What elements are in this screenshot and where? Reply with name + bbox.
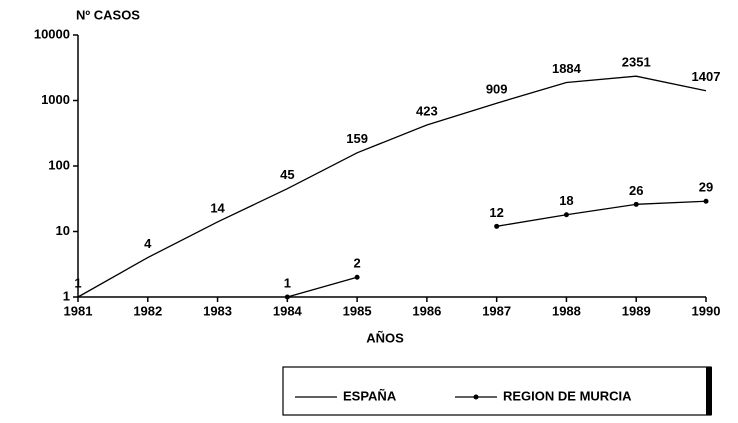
point [633, 201, 639, 207]
point [703, 198, 709, 204]
data-label: 26 [629, 183, 643, 198]
data-label: 2 [353, 256, 360, 271]
data-label: 1 [284, 275, 291, 290]
data-label: 14 [210, 200, 225, 215]
x-tick-label: 1988 [552, 303, 581, 318]
y-tick-label: 10 [56, 223, 70, 238]
x-axis-label: AÑOS [366, 330, 404, 345]
data-label: 159 [346, 131, 368, 146]
legend-label: ESPAÑA [343, 388, 397, 403]
x-tick-label: 1984 [273, 303, 303, 318]
data-label: 2351 [622, 55, 651, 70]
y-tick-label: 10000 [34, 26, 70, 41]
x-tick-label: 1987 [482, 303, 511, 318]
y-tick-label: 1000 [41, 92, 70, 107]
series-line [287, 276, 358, 298]
data-label: 4 [144, 236, 152, 251]
point [563, 212, 569, 218]
data-label: 1884 [552, 61, 582, 76]
x-tick-label: 1982 [133, 303, 162, 318]
point [354, 274, 360, 280]
legend-edge [706, 367, 712, 415]
data-label: 423 [416, 103, 438, 118]
data-label: 18 [559, 193, 573, 208]
x-tick-label: 1981 [64, 303, 93, 318]
legend-label: REGION DE MURCIA [503, 388, 632, 403]
series-line [496, 200, 707, 227]
x-tick-label: 1986 [412, 303, 441, 318]
legend-marker [473, 394, 479, 400]
point [284, 294, 290, 300]
series-line [77, 75, 707, 298]
data-label: 1 [74, 275, 81, 290]
x-tick-label: 1983 [203, 303, 232, 318]
point [494, 223, 500, 229]
x-tick-label: 1985 [343, 303, 372, 318]
data-label: 12 [489, 205, 503, 220]
y-tick-label: 100 [48, 157, 70, 172]
data-label: 909 [486, 82, 508, 97]
y-tick-label: 1 [63, 288, 70, 303]
data-label: 45 [280, 167, 294, 182]
x-tick-label: 1990 [692, 303, 721, 318]
y-axis-label: Nº CASOS [76, 7, 140, 22]
data-label: 1407 [692, 69, 721, 84]
data-label: 29 [699, 180, 713, 195]
x-tick-label: 1989 [622, 303, 651, 318]
